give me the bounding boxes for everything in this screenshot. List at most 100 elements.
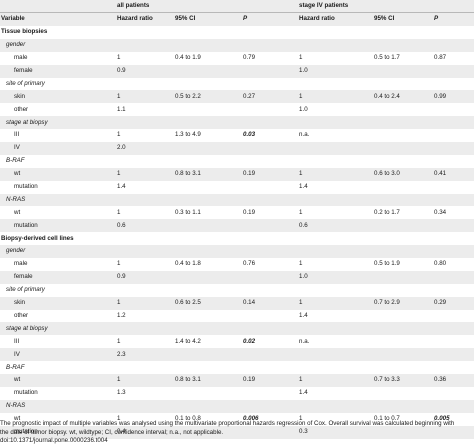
cell-p1 [243, 245, 300, 259]
table-row: male 1 0.4 to 1.9 0.79 1 0.5 to 1.7 0.87 [0, 52, 474, 65]
variable-label: stage at biopsy [0, 322, 117, 336]
col-ci-header: 95% CI [175, 12, 243, 26]
cell-ci1 [175, 155, 243, 168]
cell-ci2 [374, 284, 434, 297]
cell-hr1: 1 [117, 374, 175, 387]
cell-hr2: 1 [299, 296, 375, 310]
cell-hr1 [117, 232, 175, 245]
group-header-blank [0, 0, 117, 13]
variable-row: B-RAF [0, 155, 474, 168]
cell-ci2 [374, 155, 434, 168]
cell-ci2 [374, 129, 434, 142]
cell-hr1: 0.9 [117, 270, 175, 284]
cell-ci1: 0.4 to 1.9 [175, 54, 201, 62]
level-label: mutation [0, 425, 117, 439]
cell-ci1 [175, 361, 243, 374]
table-row: mutation 1.3 1.4 [0, 387, 474, 400]
level-label: wt [14, 208, 21, 216]
cell-p1: 0.006 [243, 415, 259, 423]
cell-hr2: 1.4 [299, 389, 308, 397]
table-row: wt 1 0.8 to 3.1 0.19 1 0.7 to 3.3 0.36 [0, 374, 474, 387]
cell-hr1: 1.4 [117, 183, 126, 191]
cell-p2: 0.34 [434, 208, 447, 216]
col-hr2-header: Hazard ratio [299, 12, 375, 26]
cell-ci2: 0.1 to 0.7 [374, 415, 400, 423]
cell-p2 [434, 310, 474, 323]
cell-p2 [434, 193, 474, 207]
cell-p1: 0.19 [243, 374, 300, 387]
cell-ci1 [175, 310, 243, 323]
table-row: skin 1 0.6 to 2.5 0.14 1 0.7 to 2.9 0.29 [0, 296, 474, 310]
cell-ci1 [175, 219, 243, 233]
cell-p2: 0.41 [434, 167, 474, 181]
cell-hr1 [117, 155, 175, 168]
cell-hr1 [117, 38, 175, 52]
col-p2-header: P [434, 12, 474, 26]
table-row: skin 1 0.5 to 2.2 0.27 1 0.4 to 2.4 0.99 [0, 90, 474, 104]
cell-hr2 [299, 348, 375, 362]
cell-p1: 0.19 [243, 167, 300, 181]
variable-row: stage at biopsy [0, 116, 474, 130]
level-label: female [0, 64, 117, 78]
cell-p2 [434, 142, 474, 155]
cell-hr2: 1 [299, 54, 303, 62]
cell-ci2 [374, 335, 434, 348]
cell-ci2: 0.5 to 1.9 [374, 260, 400, 268]
footnote-line-1: The prognostic impact of multiple variab… [0, 420, 455, 427]
cell-ci1: 0.5 to 2.2 [175, 90, 243, 104]
cell-ci1 [175, 245, 243, 259]
col-hr-header: Hazard ratio [117, 12, 175, 26]
cell-p1: 0.14 [243, 296, 300, 310]
cell-p2 [434, 284, 474, 297]
cell-ci1 [175, 26, 243, 39]
cell-hr1: 1 [117, 167, 175, 181]
cell-p1 [243, 399, 300, 413]
cell-ci1 [175, 270, 243, 284]
table-row: female 0.9 1.0 [0, 270, 474, 284]
cell-hr1: 2.0 [117, 142, 175, 155]
cell-hr1: 1 [117, 90, 175, 104]
table-row: III 1 1.4 to 4.2 0.02 n.a. [0, 335, 474, 348]
cell-hr2 [299, 245, 375, 259]
level-label: wt [0, 167, 117, 181]
level-label: other [14, 105, 29, 113]
cell-hr2: 1 [299, 208, 303, 216]
cell-hr2 [299, 155, 374, 168]
cell-hr1: 0.6 [117, 219, 175, 233]
cell-p2: 0.99 [434, 90, 474, 104]
cell-hr2 [299, 193, 375, 207]
cell-hr2 [299, 232, 374, 245]
column-header-row: Variable Hazard ratio 95% CI P Hazard ra… [0, 12, 474, 26]
cell-ci1 [175, 348, 243, 362]
cell-p2: 0.80 [434, 260, 447, 268]
cell-p2 [434, 129, 474, 142]
cell-ci2 [374, 103, 434, 116]
table-row: wt 1 0.8 to 3.1 0.19 1 0.6 to 3.0 0.41 [0, 167, 474, 181]
level-label: skin [0, 90, 117, 104]
table-body: Tissue biopsies gender male 1 0.4 to 1.9 0.79… [0, 26, 474, 439]
variable-label: B-RAF [6, 157, 25, 165]
cell-ci1 [175, 425, 243, 439]
variable-row: gender [0, 38, 474, 52]
cell-ci2 [374, 181, 434, 194]
col-variable-header: Variable [0, 12, 117, 26]
cell-p2: 0.29 [434, 296, 474, 310]
cell-ci1 [175, 322, 243, 336]
cell-p1 [243, 425, 300, 439]
cell-ci2 [374, 78, 434, 91]
cell-p1 [243, 284, 299, 297]
cell-p1 [243, 142, 300, 155]
cell-hr2: 1.0 [299, 105, 308, 113]
cell-hr1 [117, 78, 175, 91]
cell-p1 [243, 155, 299, 168]
cell-p2 [434, 38, 474, 52]
cell-ci2 [374, 399, 435, 413]
cell-ci1: 0.1 to 0.8 [175, 415, 201, 423]
cell-ci1 [175, 38, 243, 52]
cell-ci2 [374, 193, 435, 207]
cell-hr1: 1.1 [117, 105, 126, 113]
cell-ci2 [374, 38, 435, 52]
variable-label: site of primary [6, 286, 45, 294]
cell-ci1 [175, 142, 243, 155]
